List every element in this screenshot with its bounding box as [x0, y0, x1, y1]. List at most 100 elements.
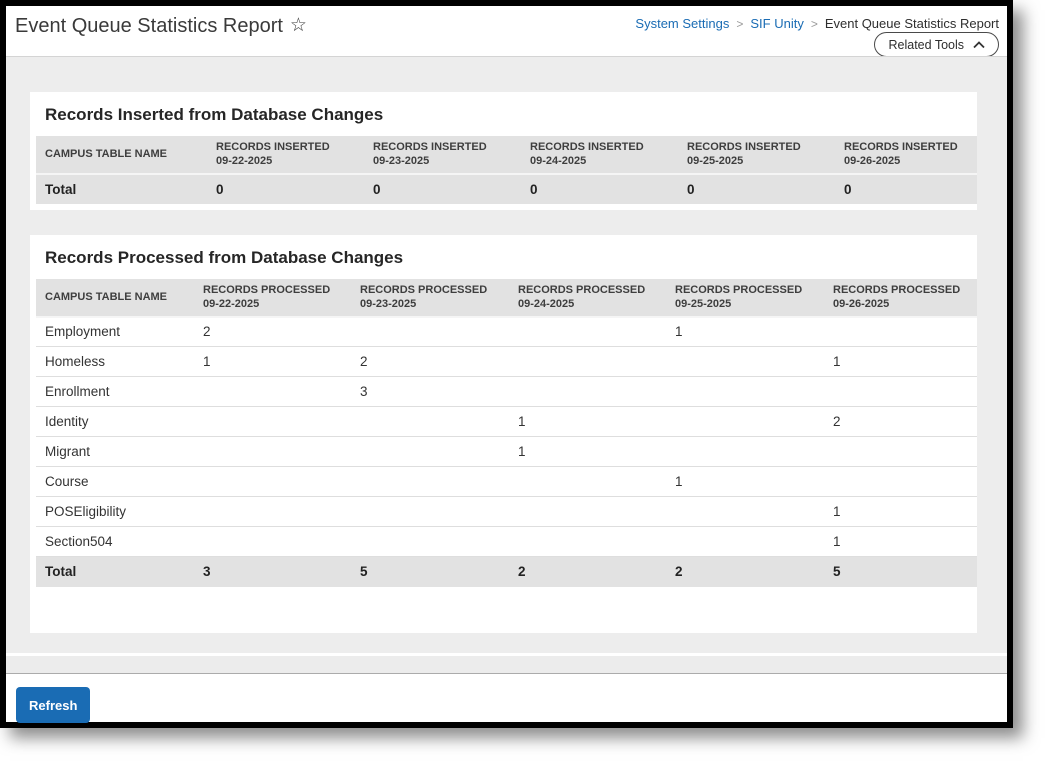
row-label: Migrant [36, 436, 194, 468]
breadcrumb-current: Event Queue Statistics Report [824, 16, 999, 31]
column-header-date: 09-25-2025 [687, 155, 744, 168]
table-row-homeless: Homeless 1 2 1 [36, 346, 977, 378]
row-label: Homeless [36, 346, 194, 378]
column-header: RECORDS PROCESSED 09-23-2025 [351, 279, 509, 318]
cell-value [194, 376, 351, 408]
column-header-label: CAMPUS TABLE NAME [45, 291, 168, 304]
cell-value [666, 526, 824, 558]
cell-value [666, 346, 824, 378]
row-label: Total [36, 173, 207, 204]
page-header: Event Queue Statistics Report ☆ System S… [6, 6, 1007, 57]
cell-value [351, 406, 509, 438]
table-row-poseligibility: POSEligibility 1 [36, 496, 977, 528]
column-header-label: RECORDS PROCESSED [518, 284, 646, 296]
horizontal-scrollbar[interactable] [6, 656, 1007, 674]
cell-value: 2 [824, 406, 977, 438]
breadcrumb-link-sif-unity[interactable]: SIF Unity [750, 16, 804, 31]
records-processed-title: Records Processed from Database Changes [45, 248, 404, 267]
column-header-date: 09-24-2025 [530, 155, 587, 168]
column-header: RECORDS INSERTED 09-22-2025 [207, 136, 364, 175]
column-header: RECORDS INSERTED 09-24-2025 [521, 136, 678, 175]
column-header-row: CAMPUS TABLE NAME RECORDS INSERTED 09-22-… [36, 136, 977, 175]
column-header-date: 09-23-2025 [360, 298, 417, 311]
table-row-employment: Employment 2 1 [36, 316, 977, 348]
table-row-enrollment: Enrollment 3 [36, 376, 977, 408]
related-tools-button[interactable]: Related Tools [874, 32, 999, 57]
column-header-date: 09-22-2025 [203, 298, 260, 311]
cell-value [666, 436, 824, 468]
column-header: RECORDS PROCESSED 09-22-2025 [194, 279, 351, 318]
cell-value [194, 436, 351, 468]
app-window: Event Queue Statistics Report ☆ System S… [0, 0, 1013, 728]
cell-value: 0 [207, 173, 364, 204]
cell-value: 3 [194, 556, 351, 587]
table-row-identity: Identity 1 2 [36, 406, 977, 438]
cell-value [351, 436, 509, 468]
cell-value [509, 376, 666, 408]
records-inserted-card: Records Inserted from Database Changes C… [30, 92, 977, 210]
row-label: Identity [36, 406, 194, 438]
title-wrap: Event Queue Statistics Report ☆ [15, 14, 307, 37]
cell-value [351, 526, 509, 558]
cell-value: 1 [509, 406, 666, 438]
cell-value: 3 [351, 376, 509, 408]
records-processed-card: Records Processed from Database Changes … [30, 235, 977, 633]
table-row-section504: Section504 1 [36, 526, 977, 558]
cell-value [666, 376, 824, 408]
refresh-button[interactable]: Refresh [16, 687, 91, 723]
favorite-star-icon[interactable]: ☆ [289, 15, 307, 36]
cell-value: 5 [824, 556, 977, 587]
table-row-course: Course 1 [36, 466, 977, 498]
cell-value: 0 [835, 173, 977, 204]
cell-value [351, 496, 509, 528]
cell-value: 2 [509, 556, 666, 587]
column-header-date: 09-25-2025 [675, 298, 732, 311]
chevron-up-icon [973, 40, 985, 49]
cell-value [509, 316, 666, 348]
cell-value: 1 [666, 466, 824, 498]
column-header-label: RECORDS INSERTED [844, 141, 958, 153]
cell-value: 1 [509, 436, 666, 468]
row-label: POSEligibility [36, 496, 194, 528]
cell-value: 2 [194, 316, 351, 348]
column-header-label: CAMPUS TABLE NAME [45, 148, 168, 161]
column-header-label: RECORDS PROCESSED [360, 284, 488, 296]
cell-value: 1 [666, 316, 824, 348]
cell-value [194, 406, 351, 438]
cell-value [509, 346, 666, 378]
column-header-date: 09-26-2025 [833, 298, 890, 311]
column-header-label: RECORDS INSERTED [216, 141, 330, 153]
total-row: Total 3 5 2 2 5 [36, 556, 977, 587]
row-label: Course [36, 466, 194, 498]
records-inserted-title: Records Inserted from Database Changes [45, 105, 384, 124]
cell-value [824, 436, 977, 468]
column-header-label: RECORDS INSERTED [373, 141, 487, 153]
cell-value [351, 466, 509, 498]
cell-value [824, 466, 977, 498]
column-header: RECORDS INSERTED 09-25-2025 [678, 136, 835, 175]
cell-value [824, 376, 977, 408]
cell-value: 1 [824, 496, 977, 528]
column-header: RECORDS PROCESSED 09-25-2025 [666, 279, 824, 318]
column-header: RECORDS INSERTED 09-23-2025 [364, 136, 521, 175]
cell-value [666, 496, 824, 528]
cell-value [666, 406, 824, 438]
column-header-date: 09-24-2025 [518, 298, 575, 311]
cell-value [509, 496, 666, 528]
column-header: RECORDS INSERTED 09-26-2025 [835, 136, 977, 175]
cell-value: 0 [364, 173, 521, 204]
action-bar: Refresh [6, 674, 1007, 723]
cell-value [194, 466, 351, 498]
cell-value: 2 [666, 556, 824, 587]
column-header: CAMPUS TABLE NAME [36, 136, 207, 175]
column-header: RECORDS PROCESSED 09-26-2025 [824, 279, 977, 318]
total-row: Total 0 0 0 0 0 [36, 173, 977, 204]
column-header-date: 09-22-2025 [216, 155, 273, 168]
column-header-date: 09-23-2025 [373, 155, 430, 168]
column-header-label: RECORDS PROCESSED [833, 284, 961, 296]
cell-value: 1 [194, 346, 351, 378]
related-tools-label: Related Tools [888, 37, 964, 52]
main-content: Records Inserted from Database Changes C… [6, 56, 1007, 653]
table-row-migrant: Migrant 1 [36, 436, 977, 468]
breadcrumb-link-system-settings[interactable]: System Settings [635, 16, 730, 31]
